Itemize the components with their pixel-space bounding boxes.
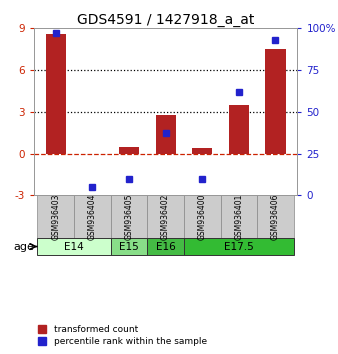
Text: age: age bbox=[14, 241, 34, 252]
Bar bbox=[74, 195, 111, 238]
Bar bbox=[111, 195, 147, 238]
Bar bbox=[111, 238, 147, 255]
Bar bbox=[119, 147, 139, 154]
Bar bbox=[192, 148, 212, 154]
Bar bbox=[257, 195, 294, 238]
Bar bbox=[229, 105, 249, 154]
Bar bbox=[38, 238, 111, 255]
Bar bbox=[184, 238, 294, 255]
Text: GSM936402: GSM936402 bbox=[161, 194, 170, 240]
Bar bbox=[147, 195, 184, 238]
Text: GSM936400: GSM936400 bbox=[198, 194, 207, 240]
Text: E16: E16 bbox=[156, 241, 175, 252]
Bar bbox=[155, 115, 176, 154]
Title: GDS4591 / 1427918_a_at: GDS4591 / 1427918_a_at bbox=[77, 13, 254, 27]
Bar bbox=[184, 195, 221, 238]
Text: E15: E15 bbox=[119, 241, 139, 252]
Text: GSM936403: GSM936403 bbox=[51, 194, 60, 240]
Bar bbox=[147, 238, 184, 255]
Bar bbox=[38, 195, 74, 238]
Text: GSM936401: GSM936401 bbox=[234, 194, 243, 240]
Text: E17.5: E17.5 bbox=[224, 241, 254, 252]
Text: E14: E14 bbox=[64, 241, 84, 252]
Text: GSM936406: GSM936406 bbox=[271, 194, 280, 240]
Bar bbox=[46, 34, 66, 154]
Legend: transformed count, percentile rank within the sample: transformed count, percentile rank withi… bbox=[38, 325, 207, 346]
Bar bbox=[265, 49, 286, 154]
Text: GSM936405: GSM936405 bbox=[124, 194, 134, 240]
Bar bbox=[221, 195, 257, 238]
Text: GSM936404: GSM936404 bbox=[88, 194, 97, 240]
